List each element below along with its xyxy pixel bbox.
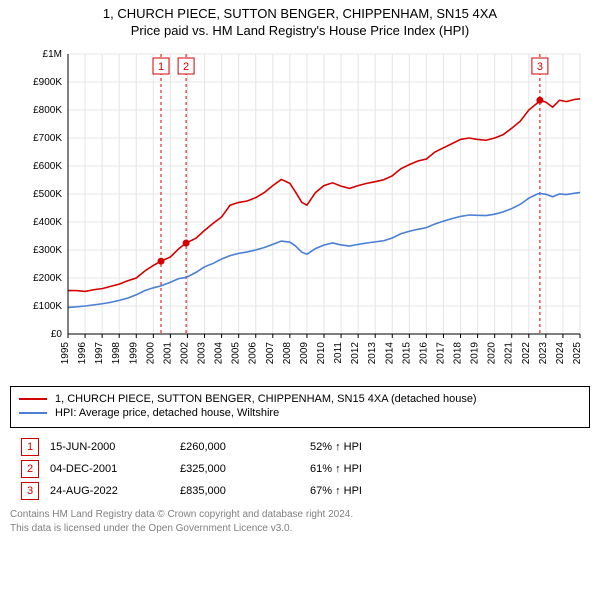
svg-text:£700K: £700K: [33, 133, 62, 144]
event-number-box: 1: [21, 438, 39, 456]
event-price: £260,000: [180, 441, 310, 453]
event-row: 2 04-DEC-2001£325,00061% ↑ HPI: [10, 460, 590, 478]
svg-text:2009: 2009: [299, 342, 310, 365]
svg-text:2005: 2005: [231, 342, 242, 365]
svg-text:1996: 1996: [77, 342, 88, 365]
svg-text:2014: 2014: [384, 342, 395, 365]
svg-text:2012: 2012: [350, 342, 361, 365]
event-hpi: 67% ↑ HPI: [310, 485, 590, 497]
svg-text:2020: 2020: [487, 342, 498, 365]
legend-label: 1, CHURCH PIECE, SUTTON BENGER, CHIPPENH…: [55, 393, 477, 405]
svg-text:1999: 1999: [128, 342, 139, 365]
legend-box: 1, CHURCH PIECE, SUTTON BENGER, CHIPPENH…: [10, 386, 590, 428]
svg-text:2002: 2002: [179, 342, 190, 365]
event-price: £325,000: [180, 463, 310, 475]
svg-text:£500K: £500K: [33, 189, 62, 200]
svg-text:2025: 2025: [572, 342, 583, 365]
svg-text:2008: 2008: [282, 342, 293, 365]
events-table: 1 15-JUN-2000£260,00052% ↑ HPI 2 04-DEC-200…: [10, 438, 590, 500]
svg-text:3: 3: [537, 61, 543, 73]
svg-text:£800K: £800K: [33, 105, 62, 116]
event-price: £835,000: [180, 485, 310, 497]
svg-text:1997: 1997: [94, 342, 105, 365]
svg-text:2022: 2022: [521, 342, 532, 365]
svg-text:£100K: £100K: [33, 301, 62, 312]
svg-text:2018: 2018: [453, 342, 464, 365]
svg-text:1995: 1995: [60, 342, 71, 365]
legend-item: HPI: Average price, detached house, Wilt…: [19, 407, 581, 419]
event-date: 15-JUN-2000: [50, 441, 180, 453]
svg-text:2003: 2003: [197, 342, 208, 365]
svg-text:2023: 2023: [538, 342, 549, 365]
svg-text:2011: 2011: [333, 342, 344, 364]
title-line-2: Price paid vs. HM Land Registry's House …: [10, 23, 590, 38]
footer-line-2: This data is licensed under the Open Gov…: [10, 522, 590, 536]
svg-text:£1M: £1M: [43, 49, 62, 60]
chart-area: £0 £100K £200K £300K £400K £500K £600K £700K £80…: [10, 46, 590, 376]
svg-text:2017: 2017: [435, 342, 446, 365]
svg-text:£0: £0: [51, 329, 63, 340]
legend-item: 1, CHURCH PIECE, SUTTON BENGER, CHIPPENH…: [19, 393, 581, 405]
legend-swatch: [19, 412, 47, 414]
event-number-box: 3: [21, 482, 39, 500]
svg-text:2: 2: [183, 61, 189, 73]
legend-label: HPI: Average price, detached house, Wilt…: [55, 407, 279, 419]
svg-text:1998: 1998: [111, 342, 122, 365]
svg-text:2024: 2024: [555, 342, 566, 365]
svg-text:2007: 2007: [265, 342, 276, 365]
event-date: 04-DEC-2001: [50, 463, 180, 475]
svg-text:£200K: £200K: [33, 273, 62, 284]
svg-text:2015: 2015: [401, 342, 412, 365]
svg-text:2019: 2019: [470, 342, 481, 365]
footer-line-1: Contains HM Land Registry data © Crown c…: [10, 508, 590, 522]
event-hpi: 61% ↑ HPI: [310, 463, 590, 475]
svg-text:2001: 2001: [162, 342, 173, 365]
svg-text:2016: 2016: [418, 342, 429, 365]
svg-text:2013: 2013: [367, 342, 378, 365]
title-line-1: 1, CHURCH PIECE, SUTTON BENGER, CHIPPENH…: [10, 6, 590, 21]
svg-text:2010: 2010: [316, 342, 327, 365]
svg-text:£900K: £900K: [33, 77, 62, 88]
event-row: 1 15-JUN-2000£260,00052% ↑ HPI: [10, 438, 590, 456]
svg-text:£600K: £600K: [33, 161, 62, 172]
svg-text:2006: 2006: [248, 342, 259, 365]
event-row: 3 24-AUG-2022£835,00067% ↑ HPI: [10, 482, 590, 500]
svg-text:2021: 2021: [504, 342, 515, 365]
svg-text:2004: 2004: [214, 342, 225, 365]
line-chart-svg: £0 £100K £200K £300K £400K £500K £600K £700K £80…: [10, 46, 590, 376]
chart-container: 1, CHURCH PIECE, SUTTON BENGER, CHIPPENH…: [0, 0, 600, 543]
svg-text:1: 1: [158, 61, 164, 73]
svg-text:£400K: £400K: [33, 217, 62, 228]
svg-text:2000: 2000: [145, 342, 156, 365]
event-number-box: 2: [21, 460, 39, 478]
legend-swatch: [19, 398, 47, 400]
footer-attribution: Contains HM Land Registry data © Crown c…: [10, 508, 590, 535]
event-date: 24-AUG-2022: [50, 485, 180, 497]
event-hpi: 52% ↑ HPI: [310, 441, 590, 453]
svg-text:£300K: £300K: [33, 245, 62, 256]
title-block: 1, CHURCH PIECE, SUTTON BENGER, CHIPPENH…: [10, 6, 590, 38]
